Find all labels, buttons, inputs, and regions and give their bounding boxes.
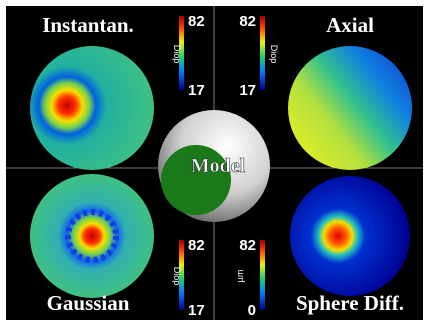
page: Model Instantan. Axial Gaussian Sphere D…: [0, 0, 429, 326]
panel-title: Axial: [326, 13, 374, 37]
panel-title: Gaussian: [47, 291, 130, 315]
scale-unit: Diop: [172, 45, 182, 64]
scale-max: 82: [188, 237, 205, 254]
topography-map: [30, 46, 154, 170]
scale-max: 82: [239, 237, 256, 254]
topography-map: [290, 176, 410, 296]
scale-min: 17: [188, 82, 205, 99]
topography-map: [30, 174, 154, 298]
topography-map: [288, 46, 412, 170]
panel-title: Instantan.: [42, 13, 134, 37]
scale-min: 17: [239, 82, 256, 99]
panel-title: Sphere Diff.: [296, 291, 404, 315]
scale-unit: Diop: [172, 267, 182, 286]
scale-unit: µm: [235, 270, 245, 283]
scale-min: 0: [248, 302, 256, 319]
center-label: Model: [191, 155, 246, 177]
color-bar: [260, 240, 265, 310]
figure: Model Instantan. Axial Gaussian Sphere D…: [0, 0, 429, 326]
scale-unit: Diop: [269, 45, 279, 64]
color-bar: [260, 16, 265, 90]
scale-min: 17: [188, 302, 205, 319]
scale-max: 82: [239, 13, 256, 30]
scale-max: 82: [188, 13, 205, 30]
